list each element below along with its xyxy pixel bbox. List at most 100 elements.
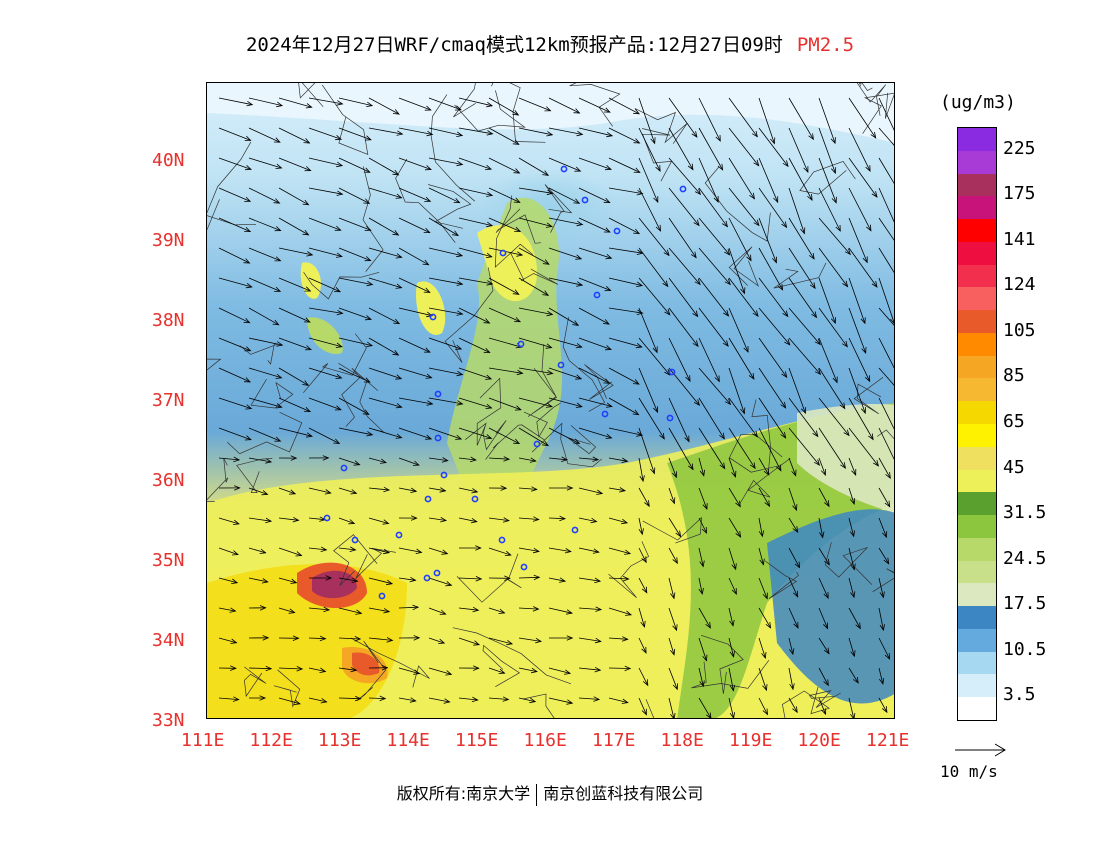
station-marker-icon [351,536,359,544]
wind-arrow-icon [788,607,799,629]
station-marker-icon [395,531,403,539]
wind-arrow-icon [758,367,787,409]
wind-arrow-icon [638,337,671,376]
legend-value: 10.5 [1003,638,1047,660]
wind-arrow-icon [848,277,866,325]
boundary-line [567,425,597,455]
wind-arrow-icon [758,667,768,692]
wind-arrow-icon [788,307,821,346]
wind-arrow-icon [218,157,252,171]
wind-arrow-icon [518,307,554,317]
wind-arrow-icon [848,97,877,139]
boundary-line [207,141,257,226]
wind-arrow-icon [428,607,447,615]
wind-arrow-icon [458,97,494,108]
wind-arrow-icon [278,127,311,144]
wind-arrow-icon [398,367,433,379]
wind-arrow-icon [278,367,310,386]
wind-arrow-icon [488,696,510,702]
wind-arrow-icon [338,397,370,415]
wind-arrow-icon [218,456,241,463]
wind-arrow-icon [698,517,708,534]
wind-arrow-icon [398,427,433,440]
wind-arrow-icon [758,577,768,600]
wind-arrow-icon [488,667,506,674]
wind-arrow-icon [668,487,676,505]
wind-arrow-icon [309,575,333,581]
wind-arrow-icon [218,187,252,202]
wind-arrow-icon [488,485,508,491]
wind-arrow-icon [488,127,520,145]
wind-arrow-icon [398,604,420,611]
wind-arrow-icon [668,667,678,691]
wind-arrow-icon [248,427,282,442]
wind-arrow-icon [398,277,431,293]
wind-arrow-icon [278,427,314,438]
legend-swatch [958,150,996,175]
longitude-label: 111E [181,730,225,751]
wind-arrow-icon [338,517,356,525]
wind-arrow-icon [458,696,479,703]
wind-arrow-icon [848,397,874,441]
legend-swatch [958,378,996,402]
legend-swatch [958,287,996,311]
wind-arrow-icon [578,157,612,171]
wind-arrow-icon [488,307,522,323]
wind-arrow-icon [878,397,894,430]
wind-reference-arrow-icon [955,743,1006,757]
wind-arrow-icon [608,457,629,463]
wind-arrow-icon [398,667,421,675]
wind-arrow-icon [338,127,372,141]
station-marker-icon [429,313,437,321]
wind-arrow-icon [518,367,554,376]
wind-arrow-icon [338,457,361,466]
wind-arrow-icon [878,157,894,184]
wind-arrow-icon [818,277,836,325]
wind-arrow-icon [728,517,742,538]
wind-arrow-icon [488,157,521,174]
wind-arrow-icon [878,427,894,460]
station-marker-icon [581,196,589,204]
wind-arrow-icon [308,606,331,613]
wind-arrow-icon [548,607,574,615]
wind-arrow-icon [368,577,394,586]
wind-arrow-icon [428,217,459,237]
wind-arrow-icon [218,485,241,491]
wind-arrow-icon [218,427,252,441]
longitude-label: 115E [455,730,499,751]
boundary-line [444,267,494,363]
wind-arrow-icon [518,606,540,612]
wind-arrow-icon [728,97,758,138]
boundary-line [236,458,273,493]
wind-arrow-icon [728,697,735,718]
wind-arrow-icon [638,277,671,316]
legend-value: 141 [1003,228,1036,250]
wind-arrow-icon [878,247,894,274]
color-legend [957,127,997,721]
legend-value: 31.5 [1003,502,1047,524]
wind-arrow-icon [278,397,312,413]
wind-arrow-icon [848,697,856,718]
wind-arrow-icon [878,97,894,131]
wind-arrow-icon [278,607,296,614]
wind-arrow-icon [698,157,719,203]
wind-arrow-icon [458,397,493,409]
wind-arrow-icon [338,666,358,673]
wind-arrow-icon [248,247,282,262]
boundary-line [584,364,614,400]
credit-separator [536,783,538,806]
station-marker-icon [471,495,479,503]
wind-arrow-icon [578,307,610,325]
longitude-label: 112E [249,730,293,751]
boundary-line [452,627,572,685]
wind-arrow-icon [338,157,371,173]
wind-arrow-icon [728,397,758,438]
wind-arrow-icon [518,247,550,265]
wind-arrow-icon [278,337,312,351]
wind-arrow-icon [728,487,741,508]
wind-arrow-icon [518,187,554,196]
wind-arrow-icon [818,547,830,566]
wind-arrow-icon [278,547,303,557]
wind-arrow-icon [818,157,837,204]
boundary-line [207,199,220,230]
